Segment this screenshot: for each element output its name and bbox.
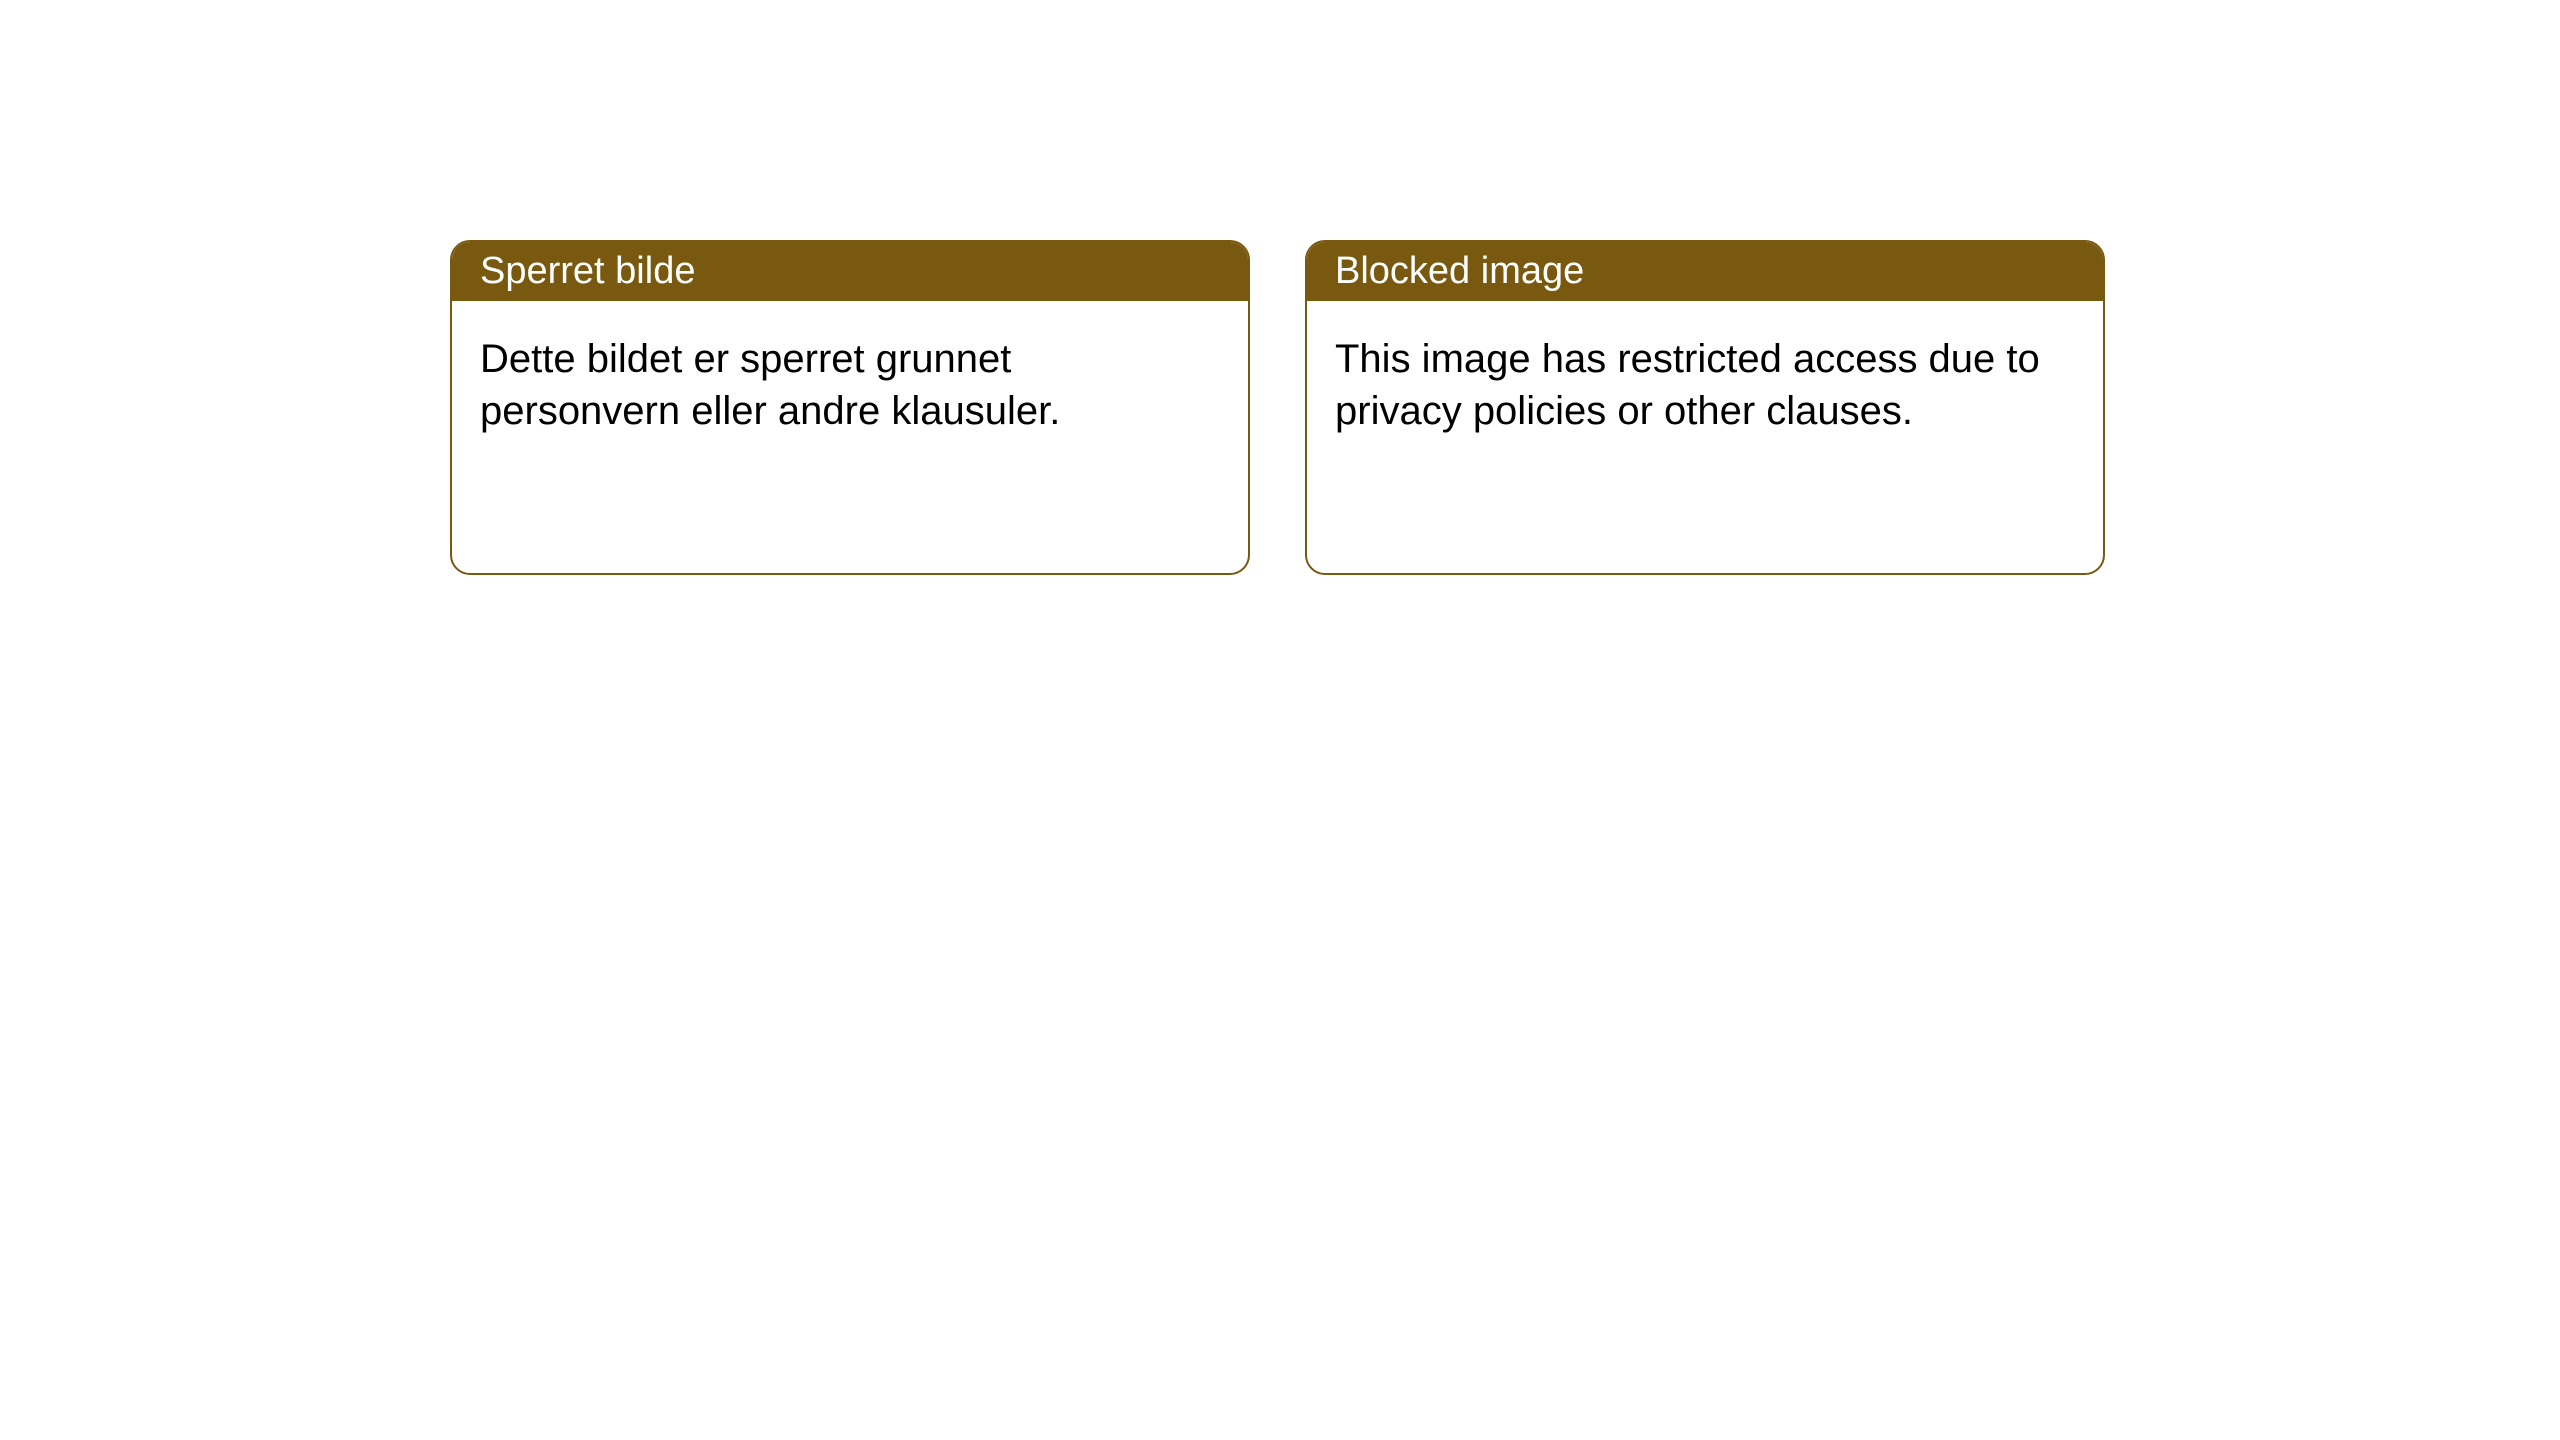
blocked-image-card-english: Blocked image This image has restricted … xyxy=(1305,240,2105,575)
card-body: Dette bildet er sperret grunnet personve… xyxy=(452,301,1248,469)
cards-container: Sperret bilde Dette bildet er sperret gr… xyxy=(0,0,2560,575)
card-header: Sperret bilde xyxy=(452,242,1248,301)
blocked-image-card-norwegian: Sperret bilde Dette bildet er sperret gr… xyxy=(450,240,1250,575)
card-body-text: This image has restricted access due to … xyxy=(1335,337,2040,433)
card-header-title: Sperret bilde xyxy=(480,250,695,292)
card-header-title: Blocked image xyxy=(1335,250,1584,292)
card-body: This image has restricted access due to … xyxy=(1307,301,2103,469)
card-body-text: Dette bildet er sperret grunnet personve… xyxy=(480,337,1060,433)
card-header: Blocked image xyxy=(1307,242,2103,301)
